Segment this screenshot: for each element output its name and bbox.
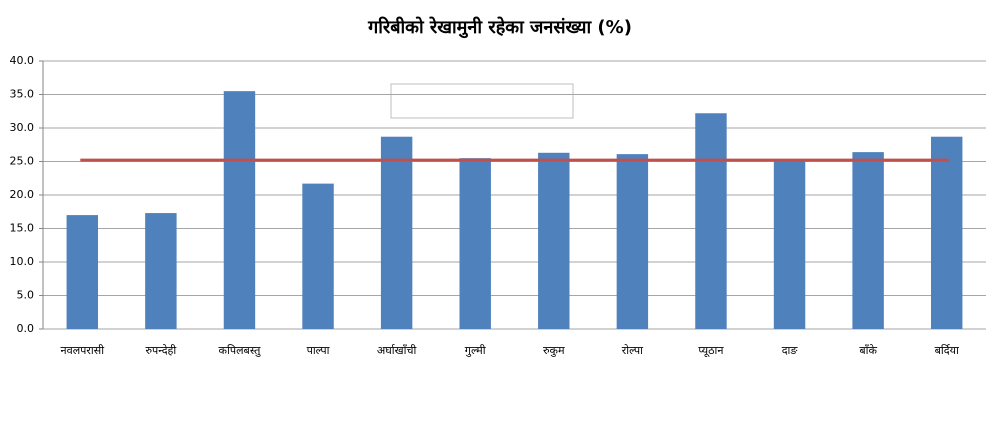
x-tick-label: अर्घाखाँची bbox=[377, 344, 417, 357]
bar bbox=[616, 154, 649, 329]
x-tick-label: बाँके bbox=[859, 344, 877, 357]
x-tick-label: पाल्पा bbox=[307, 344, 330, 357]
x-tick-label: गुल्मी bbox=[465, 344, 486, 357]
y-tick-label: 25.0 bbox=[10, 155, 35, 168]
x-tick-label: रुपन्देही bbox=[145, 344, 176, 357]
x-tick-label: कपिलबस्तु bbox=[219, 344, 262, 357]
x-tick-label: बर्दिया bbox=[935, 344, 959, 357]
bar bbox=[380, 136, 413, 329]
bar bbox=[459, 158, 491, 329]
x-tick-label: नवलपरासी bbox=[61, 344, 105, 357]
bar bbox=[538, 152, 570, 329]
bar bbox=[773, 160, 806, 329]
chart-title: गरिबीको रेखामुनी रहेका जनसंख्या (%) bbox=[367, 16, 632, 39]
y-tick-label: 30.0 bbox=[10, 121, 35, 134]
y-tick-label: 0.0 bbox=[17, 322, 35, 335]
bar bbox=[145, 213, 177, 329]
y-tick-label: 10.0 bbox=[10, 255, 35, 268]
bar bbox=[695, 113, 727, 329]
bar bbox=[852, 152, 884, 329]
bar bbox=[930, 136, 963, 329]
y-tick-label: 40.0 bbox=[10, 54, 35, 67]
y-tick-label: 35.0 bbox=[10, 88, 35, 101]
y-tick-label: 5.0 bbox=[17, 289, 35, 302]
bar bbox=[66, 215, 99, 329]
y-tick-label: 15.0 bbox=[10, 222, 35, 235]
bar bbox=[302, 183, 334, 329]
x-tick-label: दाङ bbox=[782, 344, 799, 357]
x-tick-label: रुकुम bbox=[543, 344, 565, 357]
x-tick-label: प्यूठान bbox=[698, 344, 724, 358]
bar bbox=[223, 91, 256, 330]
x-tick-label: रोल्पा bbox=[622, 344, 643, 357]
y-tick-label: 20.0 bbox=[10, 188, 35, 201]
legend-box bbox=[390, 83, 574, 119]
